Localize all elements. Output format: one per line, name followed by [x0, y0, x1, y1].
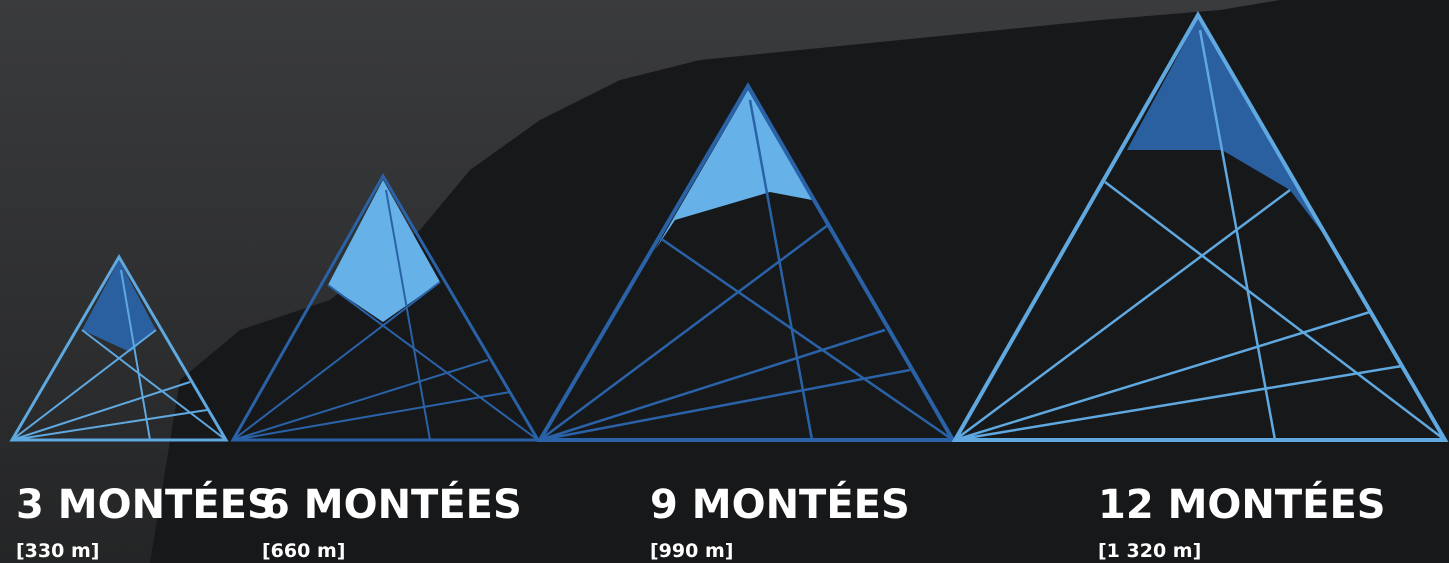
item-title: 3 MONTÉES [16, 480, 276, 528]
item-subtitle: [330 m] [16, 540, 99, 562]
item-title: 6 MONTÉES [262, 480, 522, 528]
item-subtitle: [1 320 m] [1098, 540, 1201, 562]
item-subtitle: [660 m] [262, 540, 345, 562]
item-title: 9 MONTÉES [650, 480, 910, 528]
page: 3 MONTÉES [330 m] 6 MONTÉES [660 m] 9 MO… [0, 0, 1449, 563]
item-subtitle: [990 m] [650, 540, 733, 562]
infographic: 3 MONTÉES [330 m] 6 MONTÉES [660 m] 9 MO… [0, 0, 1449, 563]
item-title: 12 MONTÉES [1098, 480, 1386, 528]
